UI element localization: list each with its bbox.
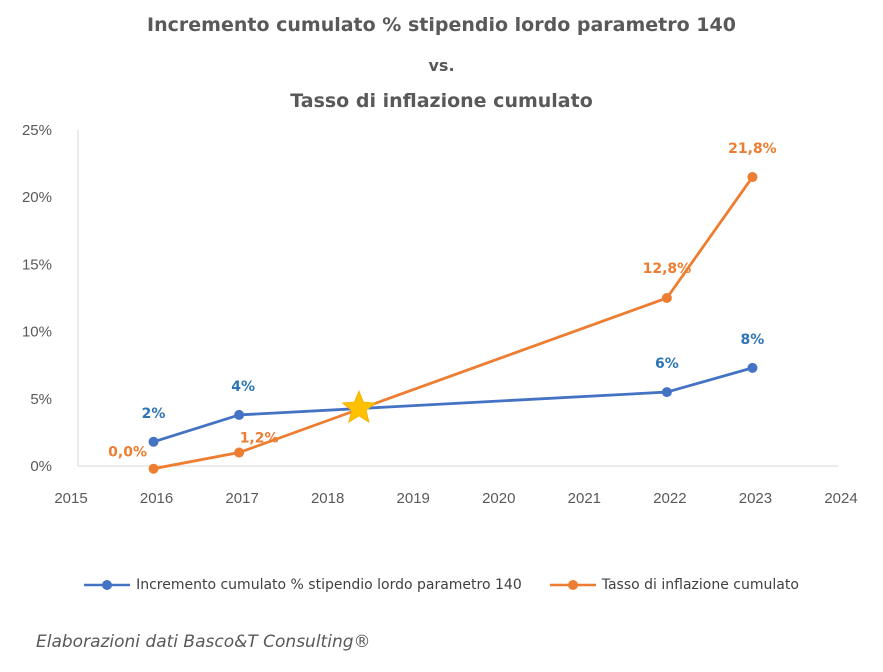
chart-title-line3: Tasso di inflazione cumulato — [290, 90, 593, 112]
data-label-salary: 4% — [231, 379, 255, 395]
x-tick-label: 2017 — [225, 490, 258, 507]
data-label-inflation: 21,8% — [728, 141, 777, 157]
chart-title-line1: Incremento cumulato % stipendio lordo pa… — [147, 14, 736, 36]
y-tick-label: 15% — [22, 256, 52, 273]
legend-marker-inflation — [549, 580, 596, 590]
chart-title-line2: vs. — [428, 56, 455, 75]
data-label-salary: 8% — [741, 332, 765, 348]
series-line-salary — [153, 366, 753, 444]
x-tick-label: 2020 — [482, 490, 515, 507]
data-point-salary — [661, 387, 672, 398]
x-tick-label: 2023 — [739, 490, 772, 507]
crossover-star-icon — [341, 389, 377, 424]
data-point-salary — [234, 409, 245, 420]
y-tick-label: 5% — [30, 391, 52, 408]
axes: 0% 5% 10% 15% 20% 25% 2015 2016 2017 2018 2019 2020… — [22, 122, 858, 507]
legend-item-inflation: Tasso di inflazione cumulato — [549, 577, 799, 593]
x-tick-label: 2018 — [311, 490, 344, 507]
data-label-inflation: 12,8% — [643, 261, 692, 277]
x-tick-label: 2022 — [653, 490, 686, 507]
legend-item-salary: Incremento cumulato % stipendio lordo pa… — [84, 577, 522, 593]
legend-label-salary: Incremento cumulato % stipendio lordo pa… — [136, 577, 522, 593]
legend: Incremento cumulato % stipendio lordo pa… — [0, 577, 883, 593]
footer-credit: Elaborazioni dati Basco&T Consulting® — [36, 632, 371, 652]
series-line-inflation — [153, 176, 754, 471]
data-label-salary: 6% — [655, 356, 679, 372]
y-tick-label: 10% — [22, 324, 52, 341]
series-lines — [148, 172, 758, 474]
data-point-salary — [148, 436, 159, 447]
legend-marker-salary — [84, 580, 131, 590]
x-tick-label: 2019 — [397, 490, 430, 507]
legend-label-inflation: Tasso di inflazione cumulato — [601, 577, 799, 593]
data-label-salary: 2% — [142, 406, 166, 422]
data-point-salary — [747, 362, 758, 373]
data-point-inflation — [747, 172, 758, 183]
data-label-inflation: 0,0% — [108, 445, 147, 461]
y-tick-label: 20% — [22, 189, 52, 206]
data-point-inflation — [148, 463, 159, 474]
x-tick-label: 2024 — [824, 490, 857, 507]
x-tick-label: 2016 — [140, 490, 173, 507]
data-point-inflation — [661, 293, 672, 303]
x-tick-label: 2015 — [54, 490, 87, 507]
y-tick-label: 0% — [30, 458, 52, 475]
data-point-inflation — [234, 447, 245, 458]
y-tick-label: 25% — [22, 122, 52, 139]
data-labels: 2% 4% 6% 8% 0,0% 1,2% 12,8% 21,8% — [108, 141, 777, 461]
data-label-inflation: 1,2% — [240, 431, 279, 447]
x-tick-label: 2021 — [568, 490, 601, 507]
